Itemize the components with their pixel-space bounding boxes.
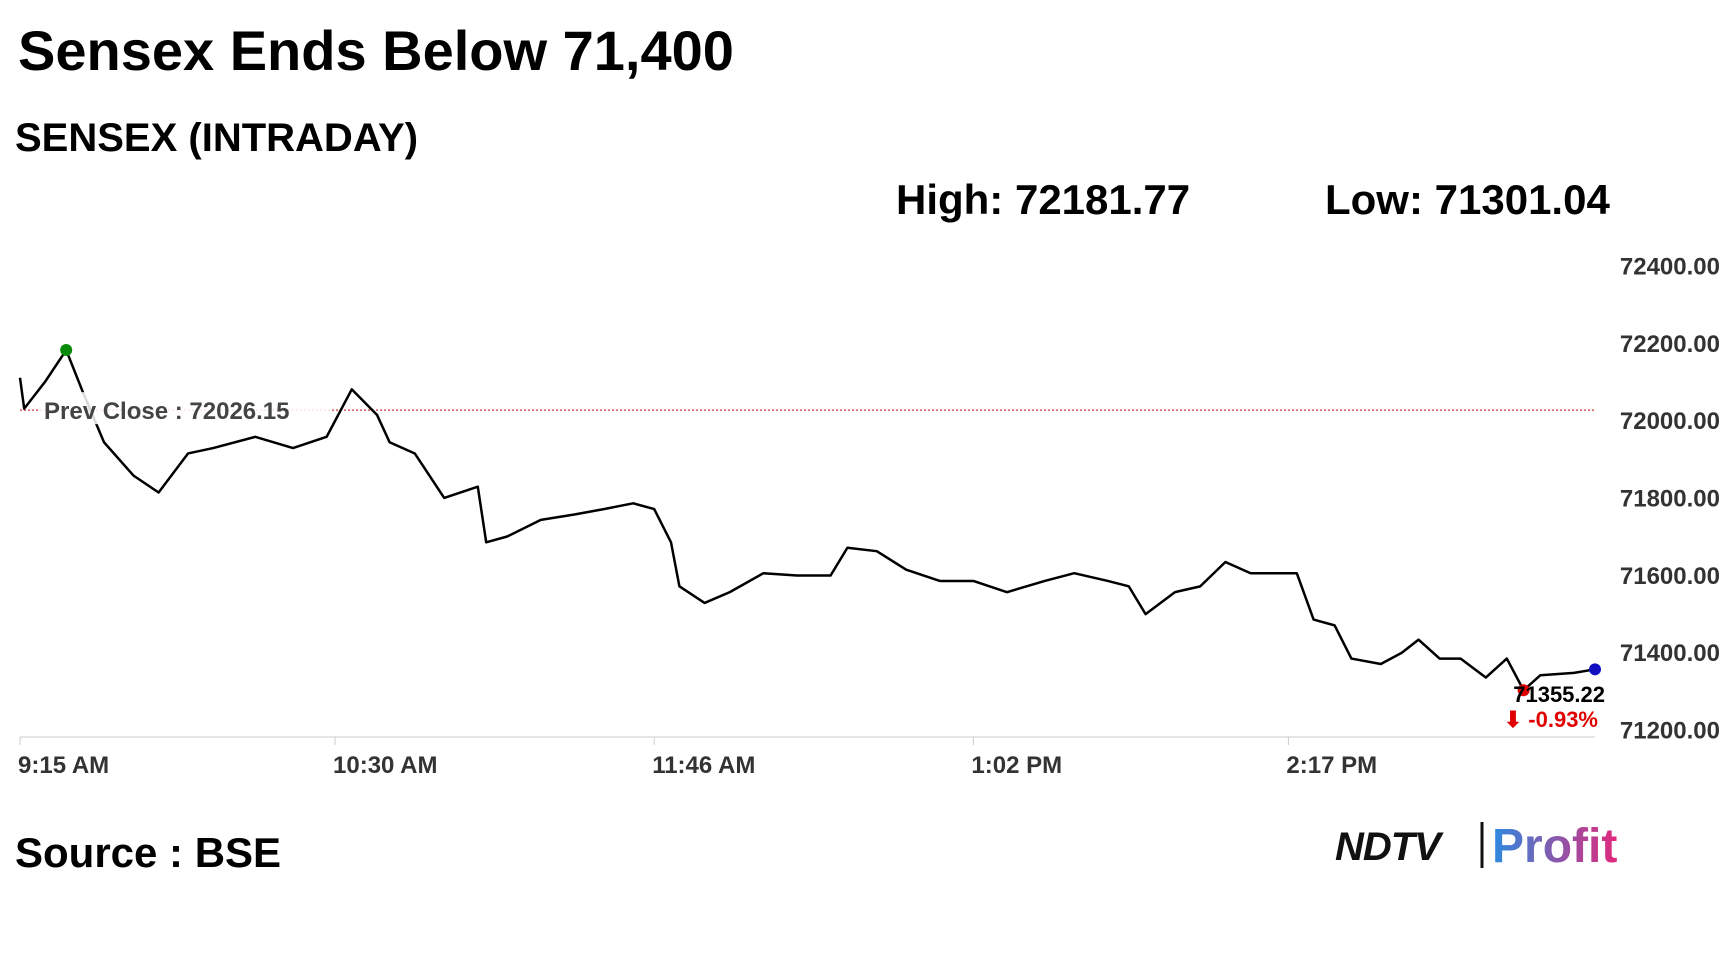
price-line [18, 348, 1596, 692]
x-tick-label: 2:17 PM [1286, 752, 1377, 779]
x-tick-label: 9:15 AM [18, 752, 109, 779]
high-marker [60, 344, 73, 357]
high-label: High: 72181.77 [896, 176, 1190, 223]
y-tick-label: 71600.00 [1620, 563, 1720, 590]
x-tick-label: 10:30 AM [333, 752, 437, 779]
y-tick-label: 71800.00 [1620, 486, 1720, 513]
chart-title: Sensex Ends Below 71,400 [18, 19, 734, 82]
y-tick-label: 71400.00 [1620, 640, 1720, 667]
y-tick-label: 72000.00 [1620, 408, 1720, 435]
last-value-label: 71355.22 [1513, 682, 1605, 707]
y-tick-label: 72400.00 [1620, 254, 1720, 281]
source: Source : BSE [15, 829, 281, 876]
y-tick-label: 72200.00 [1620, 331, 1720, 358]
x-tick-label: 1:02 PM [971, 752, 1062, 779]
last-marker [1589, 663, 1601, 676]
brand-suffix: Profit [1492, 820, 1617, 873]
change-label: ⬇ -0.93% [1504, 707, 1598, 732]
chart-subtitle: SENSEX (INTRADAY) [15, 116, 418, 160]
prev-close-label-bg [40, 392, 332, 425]
prev-close-label: Prev Close : 72026.15 [44, 398, 290, 425]
brand: NDTV [1335, 825, 1444, 869]
low-label: Low: 71301.04 [1325, 176, 1610, 223]
low-marker [1517, 684, 1530, 697]
x-tick-label: 11:46 AM [652, 752, 755, 779]
y-tick-label: 71200.00 [1620, 717, 1720, 744]
